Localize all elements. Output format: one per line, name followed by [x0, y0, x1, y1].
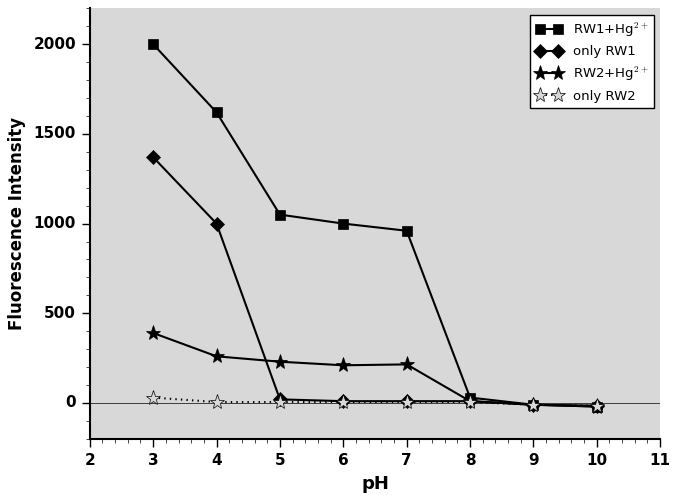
Line: RW2+Hg$^{2+}$: RW2+Hg$^{2+}$	[145, 325, 604, 414]
RW2+Hg$^{2+}$	[403, 361, 411, 367]
RW1+Hg$^{2+}$	[276, 211, 284, 217]
RW2+Hg$^{2+}$	[466, 398, 474, 404]
only RW1	[530, 402, 538, 408]
RW1+Hg$^{2+}$	[213, 109, 221, 115]
Legend: RW1+Hg$^{2+}$, only RW1, RW2+Hg$^{2+}$, only RW2: RW1+Hg$^{2+}$, only RW1, RW2+Hg$^{2+}$, …	[530, 15, 654, 108]
RW1+Hg$^{2+}$	[530, 402, 538, 408]
Line: only RW2: only RW2	[145, 390, 604, 413]
only RW1	[340, 398, 348, 404]
RW2+Hg$^{2+}$	[340, 362, 348, 368]
RW2+Hg$^{2+}$	[213, 353, 221, 359]
RW1+Hg$^{2+}$	[403, 228, 411, 234]
only RW2	[593, 403, 601, 409]
RW2+Hg$^{2+}$	[530, 402, 538, 408]
only RW2	[149, 395, 158, 401]
RW2+Hg$^{2+}$	[149, 330, 158, 336]
only RW2	[530, 402, 538, 408]
RW2+Hg$^{2+}$	[593, 403, 601, 409]
RW1+Hg$^{2+}$	[340, 220, 348, 226]
Y-axis label: Fluorescence Intensity: Fluorescence Intensity	[8, 117, 26, 330]
only RW1	[593, 403, 601, 409]
X-axis label: pH: pH	[361, 474, 389, 492]
Line: only RW1: only RW1	[148, 152, 602, 410]
Line: RW1+Hg$^{2+}$: RW1+Hg$^{2+}$	[148, 40, 602, 411]
only RW1	[403, 398, 411, 404]
RW1+Hg$^{2+}$	[149, 41, 158, 47]
only RW2	[213, 399, 221, 405]
only RW1	[276, 396, 284, 402]
only RW2	[276, 399, 284, 405]
only RW1	[466, 398, 474, 404]
only RW1	[213, 220, 221, 226]
only RW2	[403, 399, 411, 405]
RW1+Hg$^{2+}$	[466, 395, 474, 401]
only RW1	[149, 154, 158, 160]
only RW2	[340, 399, 348, 405]
only RW2	[466, 399, 474, 405]
RW2+Hg$^{2+}$	[276, 359, 284, 365]
RW1+Hg$^{2+}$	[593, 403, 601, 409]
